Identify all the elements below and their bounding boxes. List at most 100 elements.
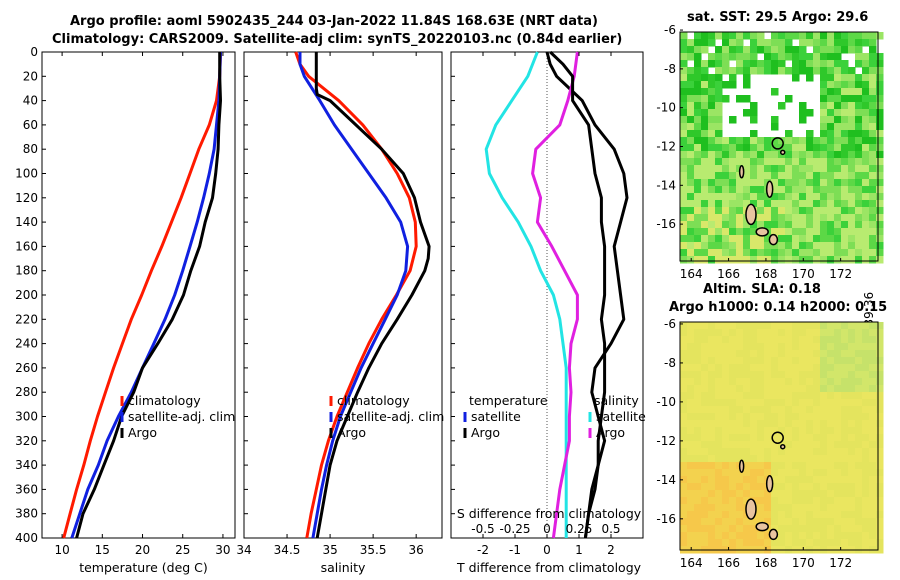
sst_map-cell (869, 95, 877, 103)
sst_map-cell (827, 130, 835, 138)
sst_map-cell (715, 67, 723, 75)
sla_map-cell (708, 343, 716, 351)
sst_map-cell (841, 165, 849, 173)
sst_map-cell (778, 53, 786, 61)
sla_map-cell (743, 385, 751, 393)
sst_map-xtick-label: 170 (792, 267, 815, 281)
sst_map-cell (757, 158, 765, 166)
sla_map-cell (736, 525, 744, 533)
sst_map-cell (680, 123, 688, 131)
sla_map-cell (806, 469, 814, 477)
sst_map-cell (771, 193, 779, 201)
sst_map-cell (862, 249, 870, 257)
sla_map-cell (715, 441, 723, 449)
sla_map-cell (799, 497, 807, 505)
sla_map-cell (827, 350, 835, 358)
sla_map-cell (694, 357, 702, 365)
sst_map-cell (687, 165, 695, 173)
sst_map-cell (764, 60, 772, 68)
sst_map-ytick-label: -12 (656, 140, 676, 154)
sst_map-cell (722, 179, 730, 187)
sst_map-cell (813, 172, 821, 180)
sla_map-cell (785, 497, 793, 505)
sla_map-cell (813, 427, 821, 435)
sst_map-cell (848, 102, 856, 110)
sst_map-cell (820, 32, 828, 40)
sst_map-cell (785, 130, 793, 138)
sst_map-cell (799, 179, 807, 187)
sst_map-cell (806, 172, 814, 180)
sst_map-cell (778, 39, 786, 47)
sst_map-cell (729, 67, 737, 75)
sla_map-cell (876, 392, 884, 400)
sst_map-cell (771, 172, 779, 180)
sla_map-cell (687, 399, 695, 407)
sla_map-cell (722, 511, 730, 519)
sla_map-cell (785, 329, 793, 337)
sla_map-cell (855, 427, 863, 435)
sla_map-cell (876, 504, 884, 512)
sst_map-cell (736, 242, 744, 250)
sla_map-cell (799, 413, 807, 421)
depth-tick-label: 80 (23, 142, 38, 156)
sst_map-cell (701, 123, 709, 131)
sst_map-cell (841, 172, 849, 180)
sst_map-cell (687, 67, 695, 75)
sla_map-cell (785, 462, 793, 470)
sst_map-cell (820, 116, 828, 124)
sla_map-cell (750, 455, 758, 463)
sla_map-cell (757, 448, 765, 456)
sst_map-cell (694, 74, 702, 82)
sst_map-cell (799, 144, 807, 152)
sst_map-cell (743, 186, 751, 194)
sst_map-cell (806, 235, 814, 243)
sla_map-cell (729, 518, 737, 526)
sst_map-cell (848, 228, 856, 236)
sla_map-cell (778, 518, 786, 526)
sla_map-cell (736, 399, 744, 407)
sla_map-cell (708, 525, 716, 533)
sst_map-cell (869, 186, 877, 194)
sla_map-cell (876, 462, 884, 470)
sst_map-cell (862, 123, 870, 131)
sst_map-cell (792, 256, 800, 264)
sst_map-cell (785, 172, 793, 180)
sla_map-cell (785, 518, 793, 526)
sst_map-cell (750, 165, 758, 173)
sla_map-cell (722, 322, 730, 330)
sla_map-cell (778, 490, 786, 498)
sst_map-cell (708, 172, 716, 180)
sst_map-cell (750, 172, 758, 180)
sst_map-cell (680, 74, 688, 82)
sst_map-cell (729, 46, 737, 54)
sst_map-cell (694, 242, 702, 250)
sla_map-cell (827, 357, 835, 365)
sst_map-cell (834, 53, 842, 61)
sst_map-ytick-label: -6 (664, 23, 676, 37)
depth-tick-label: 360 (15, 482, 38, 496)
sla_map-cell (813, 441, 821, 449)
temperature-xtick-label: 30 (215, 543, 230, 557)
sst_map-cell (722, 242, 730, 250)
sst_map-cell (841, 214, 849, 222)
sla_map-cell (792, 385, 800, 393)
sla_map-cell (834, 504, 842, 512)
sst_map-cell (827, 200, 835, 208)
sst_map-cell (687, 123, 695, 131)
sst_map-cell (764, 165, 772, 173)
sst_map-cell (743, 249, 751, 257)
sla_map-cell (778, 511, 786, 519)
sla_map-cell (743, 399, 751, 407)
sst_map-cell (806, 144, 814, 152)
sst_map-cell (855, 158, 863, 166)
sla_map-cell (848, 511, 856, 519)
sst_map-cell (827, 151, 835, 159)
sst_map-cell (876, 235, 884, 243)
difference-xtick-label: 0 (543, 543, 551, 557)
sla_map-cell (729, 497, 737, 505)
sla_map-cell (862, 329, 870, 337)
sst_map-cell (785, 32, 793, 40)
sla_map-cell (778, 539, 786, 547)
sla_map-cell (785, 350, 793, 358)
salinity-series-satellite-adj-clim (298, 52, 410, 539)
